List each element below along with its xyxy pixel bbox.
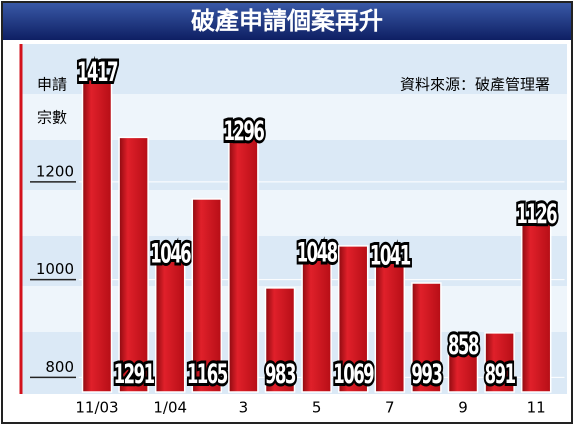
title-bar (2, 2, 572, 40)
x-tick-label: 11/03 (75, 399, 118, 417)
value-label: 1126 (516, 200, 557, 230)
value-label: 1041 (370, 242, 410, 272)
bar (301, 255, 332, 393)
y-label: 宗數 (37, 109, 67, 127)
bar (411, 282, 442, 393)
value-label: 993 (411, 360, 441, 390)
bar (520, 217, 552, 393)
value-label: 1296 (223, 117, 264, 147)
stripe (22, 94, 567, 140)
value-label: 983 (265, 360, 295, 390)
bar (81, 75, 113, 393)
bar (374, 258, 406, 393)
y-label: 申請 (37, 76, 67, 94)
bar (484, 332, 515, 393)
value-label: 1417 (77, 58, 117, 88)
bar (228, 134, 259, 393)
value-label: 1069 (333, 360, 373, 390)
x-tick-label: 7 (385, 399, 395, 417)
value-label: 1291 (114, 360, 154, 390)
bar (447, 348, 479, 393)
source: 資料來源：破產管理署 (400, 76, 550, 94)
stripe (22, 190, 567, 236)
bar (191, 198, 223, 393)
value-label: 1048 (297, 239, 337, 269)
x-tick-label: 3 (239, 399, 249, 417)
bar (337, 245, 369, 393)
bar (154, 256, 186, 393)
y-tick-label: 1200 (36, 162, 74, 180)
y-tick-label: 800 (45, 358, 74, 376)
x-tick-label: 9 (458, 399, 468, 417)
value-label: 1165 (187, 360, 227, 390)
bar (264, 287, 296, 393)
value-label: 858 (448, 331, 478, 361)
x-tick-label: 11 (527, 399, 546, 417)
x-tick-label: 1/04 (153, 399, 187, 417)
bar (118, 136, 149, 393)
x-tick-label: 5 (312, 399, 322, 417)
value-label: 891 (485, 360, 515, 390)
y-tick-label: 1000 (36, 260, 74, 278)
chart-title: 破產申請個案再升 (191, 7, 383, 35)
value-label: 1046 (150, 240, 191, 270)
